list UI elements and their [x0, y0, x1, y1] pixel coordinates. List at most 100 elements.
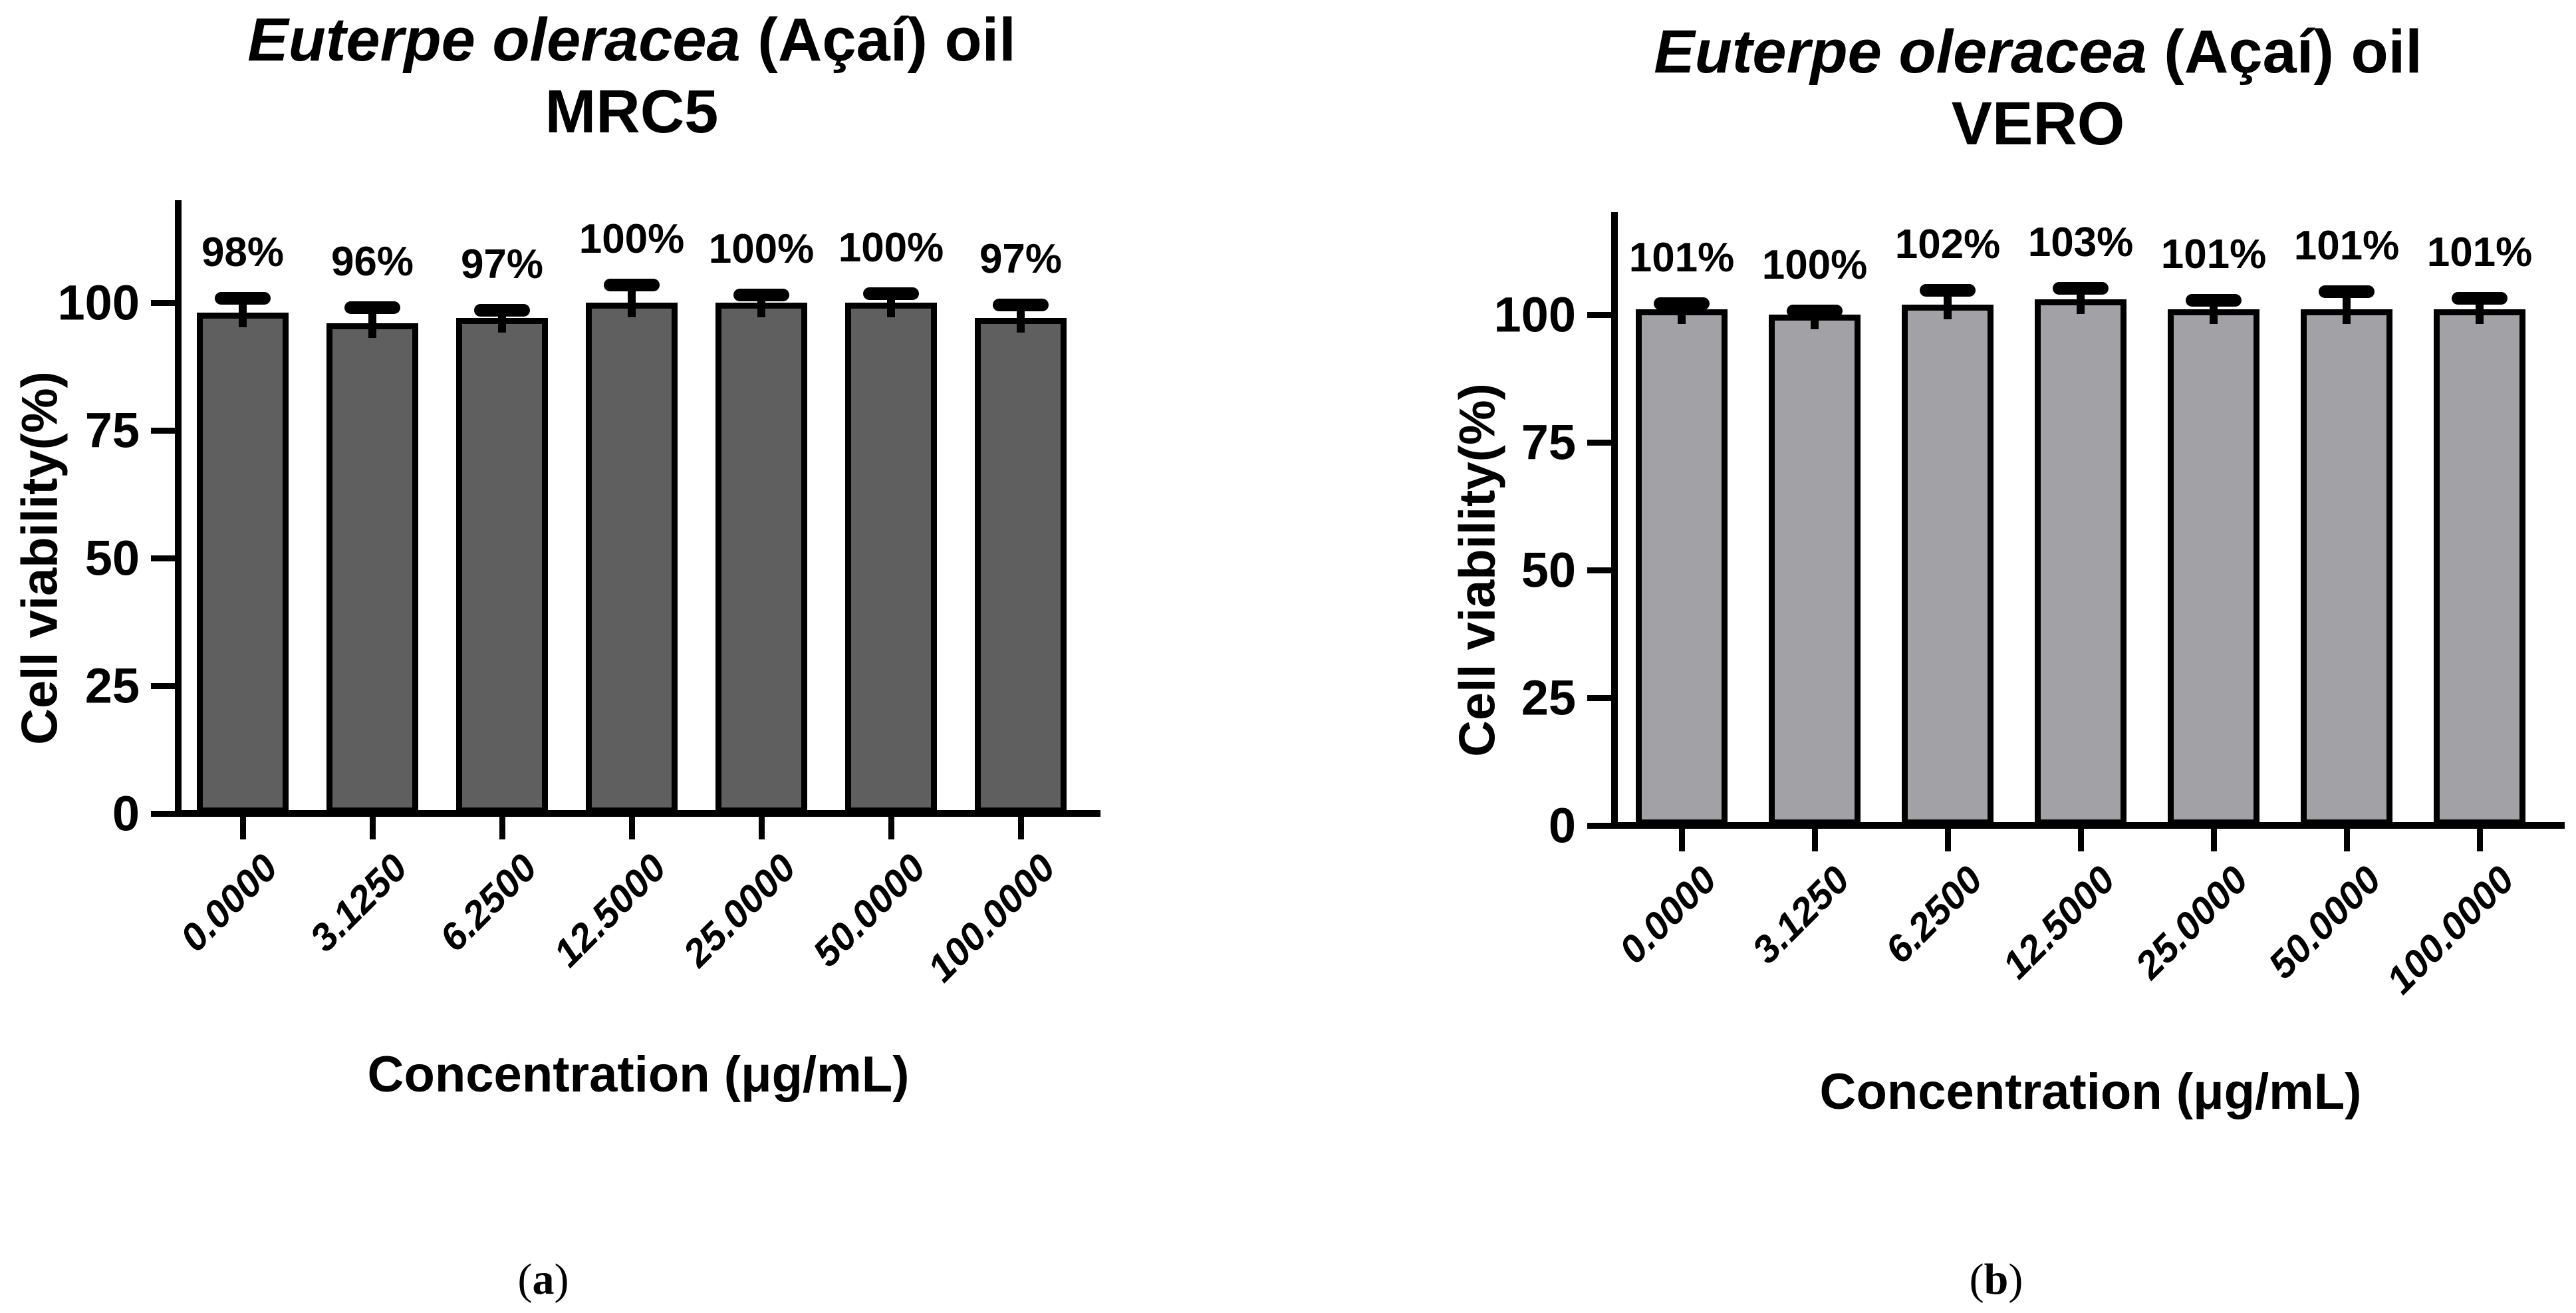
title-species-name: Euterpe oleracea [1654, 18, 2147, 86]
x-tick-label: 6.2500 [1876, 857, 1991, 972]
x-axis-line [175, 810, 1100, 817]
bar [975, 318, 1067, 813]
x-axis-tick [1678, 829, 1685, 851]
x-axis-tick [2343, 829, 2350, 851]
bar [197, 313, 289, 813]
caption-paren-open: ( [1969, 1255, 1984, 1304]
error-bar-cap [2186, 293, 2242, 307]
bar-value-label: 97% [460, 241, 544, 288]
x-tick-label: 50.0000 [805, 845, 934, 975]
y-axis-tick [151, 810, 175, 817]
x-axis-title: Concentration (μg/mL) [367, 1046, 910, 1103]
y-axis-line [1611, 212, 1618, 829]
bar-value-label: 100% [708, 225, 815, 272]
bar [456, 318, 548, 813]
error-bar-cap [993, 299, 1049, 312]
caption-b: (b) [1970, 1254, 2023, 1305]
x-tick-label: 25.0000 [2127, 857, 2257, 987]
x-tick-label: 0.0000 [172, 845, 286, 960]
x-axis-tick [1811, 829, 1818, 851]
caption-letter: b [1984, 1255, 2009, 1304]
bar [845, 303, 937, 813]
y-tick-label: 50 [84, 530, 140, 586]
title-rest: (Açaí) oil [740, 6, 1016, 74]
x-tick-label: 12.5000 [545, 845, 675, 975]
y-tick-label: 25 [84, 658, 140, 714]
y-tick-label: 0 [1548, 798, 1576, 853]
plot-area-mrc5: 98% 0.0000 96% 3.1250 97% 6.2500 100% 12.5000 10… [58, 200, 1100, 990]
x-tick-label: 0.0000 [1610, 857, 1725, 972]
x-axis-tick [1944, 829, 1951, 851]
x-axis-tick [628, 817, 635, 839]
bar-value-label: 101% [2160, 231, 2267, 277]
error-bar-cap [1920, 283, 1976, 297]
bar [2301, 309, 2392, 825]
caption-paren-close: ) [2008, 1255, 2023, 1304]
title-species-name: Euterpe oleracea [247, 6, 741, 74]
chart-title-line1: Euterpe oleracea (Açaí) oil [1654, 16, 2422, 88]
bar [326, 323, 418, 813]
error-bar-stem [2077, 288, 2085, 314]
y-tick-label: 50 [1521, 542, 1576, 598]
y-axis-tick [151, 427, 175, 434]
caption-a: (a) [518, 1254, 569, 1305]
chart-title-line1: Euterpe oleracea (Açaí) oil [247, 4, 1016, 76]
bar-value-label: 101% [1628, 234, 1735, 281]
x-axis-title: Concentration (μg/mL) [1819, 1064, 2362, 1120]
error-bar-stem [1944, 290, 1952, 319]
bar [2168, 309, 2259, 825]
bar [1636, 309, 1728, 825]
x-axis-tick [369, 817, 376, 839]
chart-title-mrc5: Euterpe oleracea (Açaí) oil MRC5 [247, 4, 1016, 148]
bar [715, 303, 807, 813]
bar-value-label: 100% [838, 224, 944, 271]
error-bar-cap [1787, 305, 1843, 318]
x-tick-label: 6.2500 [431, 845, 545, 960]
y-axis-tick [151, 299, 175, 306]
x-axis-tick [2476, 829, 2483, 851]
x-axis-line [1611, 822, 2565, 829]
bar [1769, 315, 1861, 825]
error-bar-cap [733, 288, 789, 301]
bar-value-label: 97% [979, 236, 1063, 283]
x-tick-label: 3.1250 [1743, 857, 1858, 972]
error-bar-cap [1654, 297, 1710, 310]
error-bar-cap [344, 301, 400, 315]
y-axis-tick [1587, 439, 1611, 446]
x-axis-tick [758, 817, 765, 839]
bar-value-label: 100% [579, 216, 685, 262]
bar-value-label: 103% [2027, 219, 2134, 265]
error-bar-stem [368, 307, 376, 338]
caption-letter: a [532, 1255, 555, 1304]
panel-vero: Euterpe oleracea (Açaí) oil VERO Cell vi… [1288, 0, 2576, 1313]
y-axis-tick [1587, 567, 1611, 573]
x-tick-label: 100.0000 [2378, 857, 2523, 1002]
bar-value-label: 96% [330, 239, 414, 285]
y-axis-tick [1587, 311, 1611, 318]
y-tick-label: 25 [1521, 670, 1576, 726]
x-tick-label: 50.0000 [2260, 857, 2390, 987]
x-axis-tick [499, 817, 505, 839]
chart-title-vero: Euterpe oleracea (Açaí) oil VERO [1654, 16, 2422, 160]
bar-value-label: 102% [1894, 221, 2001, 267]
y-axis-line [175, 200, 182, 817]
caption-paren-open: ( [517, 1255, 533, 1304]
error-bar-stem [2343, 291, 2351, 325]
error-bar-cap [604, 278, 660, 291]
bar [2035, 299, 2126, 825]
error-bar-stem [239, 298, 247, 328]
panel-mrc5: Euterpe oleracea (Açaí) oil MRC5 Cell vi… [12, 4, 1100, 1305]
error-bar-cap [863, 287, 919, 300]
bar [2434, 309, 2525, 825]
y-axis-tick [1587, 822, 1611, 829]
y-tick-label: 0 [112, 786, 140, 841]
caption-paren-close: ) [554, 1255, 569, 1304]
error-bar-cap [2319, 285, 2375, 298]
bar-value-label: 101% [2426, 229, 2533, 275]
bar-value-label: 98% [201, 229, 285, 276]
y-tick-label: 100 [1493, 287, 1576, 343]
x-axis-tick [2077, 829, 2084, 851]
title-cell-line: VERO [1951, 90, 2125, 158]
x-tick-label: 100.0000 [919, 845, 1064, 990]
error-bar-cap [2053, 281, 2109, 295]
